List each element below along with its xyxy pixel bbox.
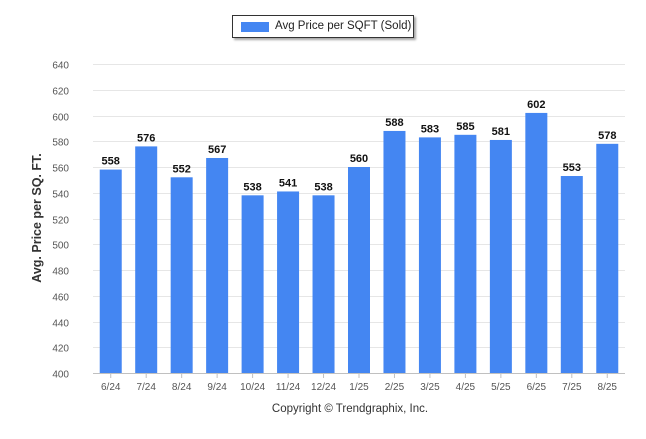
bar — [99, 169, 122, 373]
bar — [206, 157, 229, 373]
x-tick-label: 7/24 — [136, 382, 156, 393]
bar — [596, 143, 619, 373]
data-label: 558 — [102, 156, 120, 168]
bar — [560, 176, 583, 373]
x-tick-label: 5/25 — [491, 382, 511, 393]
data-label: 538 — [314, 181, 332, 193]
x-tick-label: 2/25 — [385, 382, 405, 393]
data-label: 588 — [385, 117, 403, 129]
y-tick-label: 500 — [52, 241, 69, 252]
y-tick-label: 520 — [52, 216, 69, 227]
bar — [241, 195, 264, 373]
bar — [170, 177, 193, 373]
data-label: 560 — [350, 153, 368, 165]
bar — [348, 167, 370, 373]
data-label: 567 — [208, 144, 226, 156]
bar — [383, 130, 406, 373]
x-tick-labels: 6/24 7/24 8/24 9/24 10/24 11/24 12/24 1/25 2/25 3… — [101, 373, 617, 393]
y-axis-title: Avg. Price per SQ. FT. — [30, 153, 44, 283]
data-label: 581 — [492, 126, 510, 138]
copyright-text: Copyright © Trendgraphix, Inc. — [271, 403, 429, 415]
legend-swatch — [241, 22, 269, 32]
y-tick-label: 440 — [52, 319, 69, 330]
data-label: 578 — [598, 130, 616, 142]
bar — [418, 137, 441, 373]
bar — [489, 139, 512, 373]
y-tick-label: 460 — [52, 293, 69, 304]
legend[interactable]: Avg Price per SQFT (Sold) — [232, 15, 414, 38]
data-label: 585 — [456, 121, 474, 133]
y-tick-label: 620 — [52, 87, 69, 98]
data-label: 541 — [279, 177, 297, 189]
data-label: 602 — [527, 99, 545, 111]
x-tick-label: 6/24 — [101, 382, 121, 393]
bar — [525, 112, 548, 374]
bar — [454, 134, 477, 373]
x-tick-label: 8/25 — [598, 382, 618, 393]
x-tick-label: 4/25 — [456, 382, 476, 393]
legend-label: Avg Price per SQFT (Sold) — [275, 20, 412, 32]
x-tick-label: 6/25 — [527, 382, 547, 393]
y-tick-label: 420 — [52, 344, 69, 355]
x-tick-label: 12/24 — [311, 382, 336, 393]
y-tick-label: 480 — [52, 267, 69, 278]
x-tick-label: 10/24 — [240, 382, 265, 393]
y-tick-label: 640 — [52, 61, 69, 72]
data-label: 553 — [563, 162, 581, 174]
x-tick-label: 7/25 — [562, 382, 582, 393]
x-tick-label: 3/25 — [420, 382, 440, 393]
bar — [277, 191, 300, 373]
data-label: 538 — [243, 181, 261, 193]
x-tick-label: 9/24 — [207, 382, 227, 393]
data-label: 576 — [137, 132, 155, 144]
data-labels: 558 576 552 567 538 541 538 560 588 583 585 581 602 5… — [102, 99, 617, 193]
bars — [99, 112, 619, 374]
y-tick-label: 600 — [52, 113, 69, 124]
y-tick-label: 400 — [52, 370, 69, 381]
y-tick-label: 540 — [52, 190, 69, 201]
data-label: 552 — [172, 163, 190, 175]
x-tick-label: 8/24 — [172, 382, 192, 393]
data-label: 583 — [421, 123, 439, 135]
y-tick-label: 560 — [52, 164, 69, 175]
bar — [135, 146, 158, 373]
x-tick-label: 1/25 — [349, 382, 369, 393]
y-tick-labels: 400 420 440 460 480 500 520 540 560 580 600 620 640 — [52, 61, 69, 381]
y-tick-label: 580 — [52, 138, 69, 149]
bar — [312, 195, 335, 373]
x-tick-label: 11/24 — [276, 382, 301, 393]
